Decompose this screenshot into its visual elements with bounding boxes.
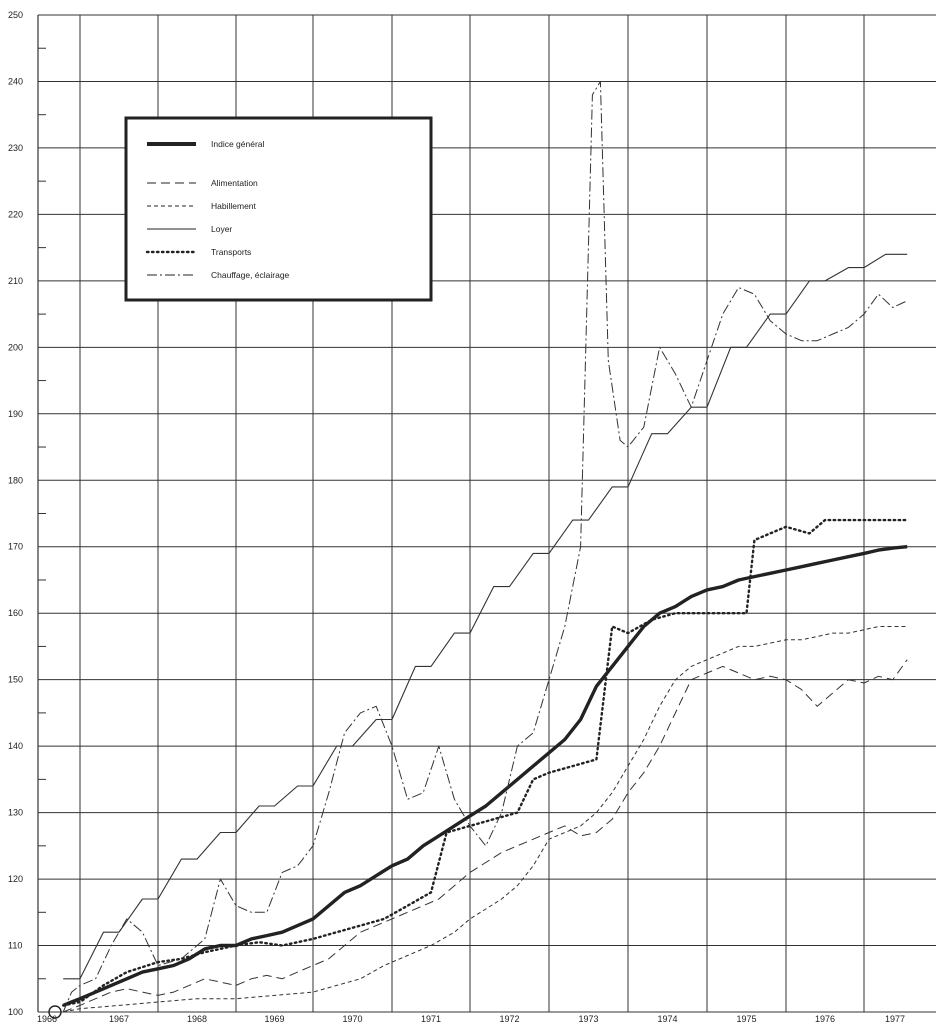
y-tick-label: 230 [8,143,23,153]
y-tick-label: 150 [8,675,23,685]
legend: Indice général Alimentation Habillement Loy… [126,118,431,300]
y-tick-label: 120 [8,874,23,884]
y-tick-label: 100 [8,1007,23,1017]
y-tick-label: 250 [8,10,23,20]
legend-label: Transports [211,247,251,257]
y-tick-label: 140 [8,741,23,751]
x-tick-label: 1967 [109,1014,129,1024]
y-tick-label: 220 [8,209,23,219]
y-tick-label: 130 [8,808,23,818]
y-tick-label: 180 [8,475,23,485]
y-tick-label: 240 [8,76,23,86]
x-tick-label: 1966 [37,1014,57,1024]
y-tick-label: 190 [8,409,23,419]
y-tick-label: 200 [8,342,23,352]
x-tick-label: 1977 [885,1014,905,1024]
y-tick-label: 170 [8,542,23,552]
legend-label: Loyer [211,224,232,234]
legend-label: Habillement [211,201,257,211]
x-tick-label: 1974 [657,1014,677,1024]
x-tick-label: 1972 [499,1014,519,1024]
legend-label: Indice général [211,139,265,149]
legend-label: Chauffage, éclairage [211,270,290,280]
y-tick-label: 110 [8,941,22,951]
x-tick-label: 1968 [187,1014,207,1024]
x-tick-label: 1975 [736,1014,756,1024]
x-tick-label: 1973 [578,1014,598,1024]
legend-label: Alimentation [211,178,258,188]
x-tick-label: 1976 [815,1014,835,1024]
y-tick-label: 210 [8,276,23,286]
y-tick-label: 160 [8,608,23,618]
x-tick-label: 1971 [421,1014,441,1024]
x-tick-label: 1969 [264,1014,284,1024]
x-tick-label: 1970 [342,1014,362,1024]
